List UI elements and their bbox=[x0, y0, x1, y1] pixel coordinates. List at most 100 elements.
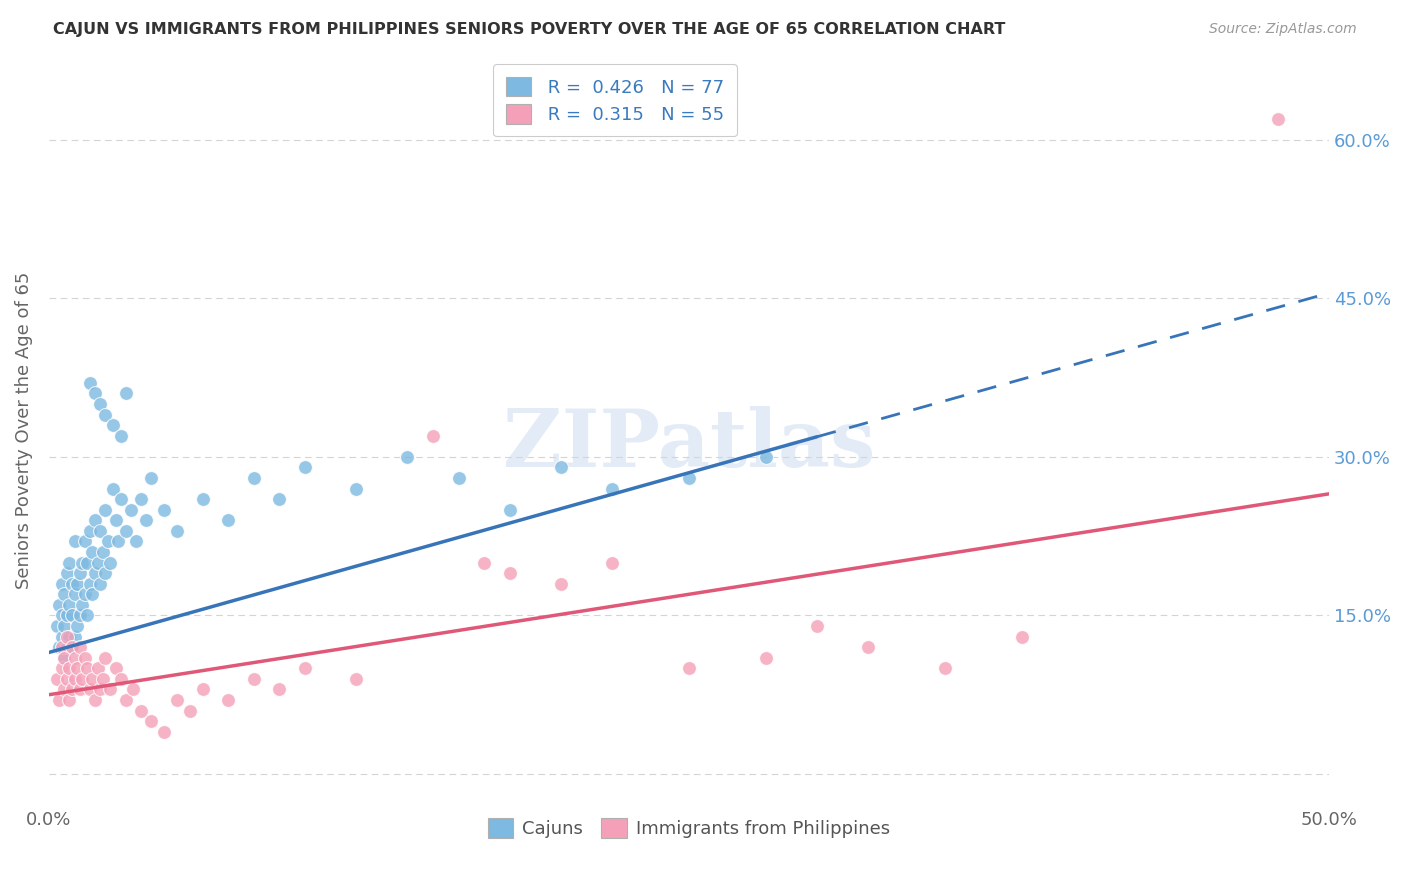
Point bbox=[51, 661, 73, 675]
Point bbox=[89, 524, 111, 538]
Point bbox=[89, 397, 111, 411]
Point bbox=[344, 672, 367, 686]
Point bbox=[550, 576, 572, 591]
Point bbox=[63, 650, 86, 665]
Point bbox=[84, 386, 107, 401]
Point bbox=[344, 482, 367, 496]
Point bbox=[84, 566, 107, 581]
Point bbox=[89, 576, 111, 591]
Point bbox=[63, 672, 86, 686]
Point bbox=[48, 693, 70, 707]
Point bbox=[600, 482, 623, 496]
Point bbox=[63, 534, 86, 549]
Legend: Cajuns, Immigrants from Philippines: Cajuns, Immigrants from Philippines bbox=[481, 811, 897, 846]
Point bbox=[53, 587, 76, 601]
Point bbox=[86, 661, 108, 675]
Point bbox=[934, 661, 956, 675]
Point bbox=[755, 450, 778, 464]
Point bbox=[45, 672, 67, 686]
Point bbox=[79, 376, 101, 390]
Point bbox=[153, 502, 176, 516]
Point bbox=[1011, 630, 1033, 644]
Point bbox=[678, 471, 700, 485]
Point bbox=[97, 534, 120, 549]
Point bbox=[94, 408, 117, 422]
Point bbox=[396, 450, 419, 464]
Point bbox=[125, 534, 148, 549]
Point bbox=[79, 576, 101, 591]
Point bbox=[1267, 112, 1289, 126]
Point bbox=[69, 640, 91, 654]
Point bbox=[242, 471, 264, 485]
Point bbox=[73, 587, 96, 601]
Point bbox=[51, 576, 73, 591]
Text: CAJUN VS IMMIGRANTS FROM PHILIPPINES SENIORS POVERTY OVER THE AGE OF 65 CORRELAT: CAJUN VS IMMIGRANTS FROM PHILIPPINES SEN… bbox=[53, 22, 1005, 37]
Point bbox=[107, 534, 129, 549]
Point bbox=[60, 608, 83, 623]
Point bbox=[53, 682, 76, 697]
Point bbox=[91, 545, 114, 559]
Point bbox=[94, 650, 117, 665]
Point bbox=[79, 682, 101, 697]
Point bbox=[69, 566, 91, 581]
Point bbox=[94, 566, 117, 581]
Point bbox=[66, 576, 89, 591]
Point bbox=[56, 566, 79, 581]
Point bbox=[91, 672, 114, 686]
Point bbox=[76, 556, 98, 570]
Point bbox=[58, 661, 80, 675]
Point bbox=[45, 619, 67, 633]
Point bbox=[73, 650, 96, 665]
Point bbox=[104, 661, 127, 675]
Point bbox=[53, 619, 76, 633]
Point bbox=[72, 598, 94, 612]
Point bbox=[66, 661, 89, 675]
Point bbox=[678, 661, 700, 675]
Point bbox=[60, 640, 83, 654]
Point bbox=[499, 566, 522, 581]
Point bbox=[48, 640, 70, 654]
Point bbox=[58, 630, 80, 644]
Point bbox=[191, 682, 214, 697]
Point bbox=[48, 598, 70, 612]
Point bbox=[89, 682, 111, 697]
Point bbox=[82, 587, 104, 601]
Point bbox=[806, 619, 828, 633]
Point bbox=[101, 482, 124, 496]
Point bbox=[269, 682, 291, 697]
Point bbox=[58, 693, 80, 707]
Point bbox=[69, 682, 91, 697]
Point bbox=[422, 428, 444, 442]
Point bbox=[73, 534, 96, 549]
Point bbox=[110, 428, 132, 442]
Point bbox=[56, 672, 79, 686]
Point bbox=[60, 576, 83, 591]
Y-axis label: Seniors Poverty Over the Age of 65: Seniors Poverty Over the Age of 65 bbox=[15, 272, 32, 589]
Point bbox=[294, 460, 316, 475]
Point bbox=[114, 386, 136, 401]
Point bbox=[217, 513, 239, 527]
Point bbox=[84, 693, 107, 707]
Point bbox=[51, 630, 73, 644]
Point bbox=[166, 524, 188, 538]
Point bbox=[447, 471, 470, 485]
Point bbox=[76, 661, 98, 675]
Point bbox=[755, 650, 778, 665]
Point bbox=[600, 556, 623, 570]
Point bbox=[60, 682, 83, 697]
Point bbox=[86, 556, 108, 570]
Point bbox=[135, 513, 157, 527]
Point bbox=[166, 693, 188, 707]
Point bbox=[56, 608, 79, 623]
Point bbox=[104, 513, 127, 527]
Point bbox=[72, 672, 94, 686]
Point bbox=[56, 640, 79, 654]
Point bbox=[129, 492, 152, 507]
Point bbox=[294, 661, 316, 675]
Point bbox=[51, 608, 73, 623]
Point bbox=[72, 556, 94, 570]
Point bbox=[153, 724, 176, 739]
Point bbox=[63, 587, 86, 601]
Point bbox=[472, 556, 495, 570]
Point bbox=[51, 640, 73, 654]
